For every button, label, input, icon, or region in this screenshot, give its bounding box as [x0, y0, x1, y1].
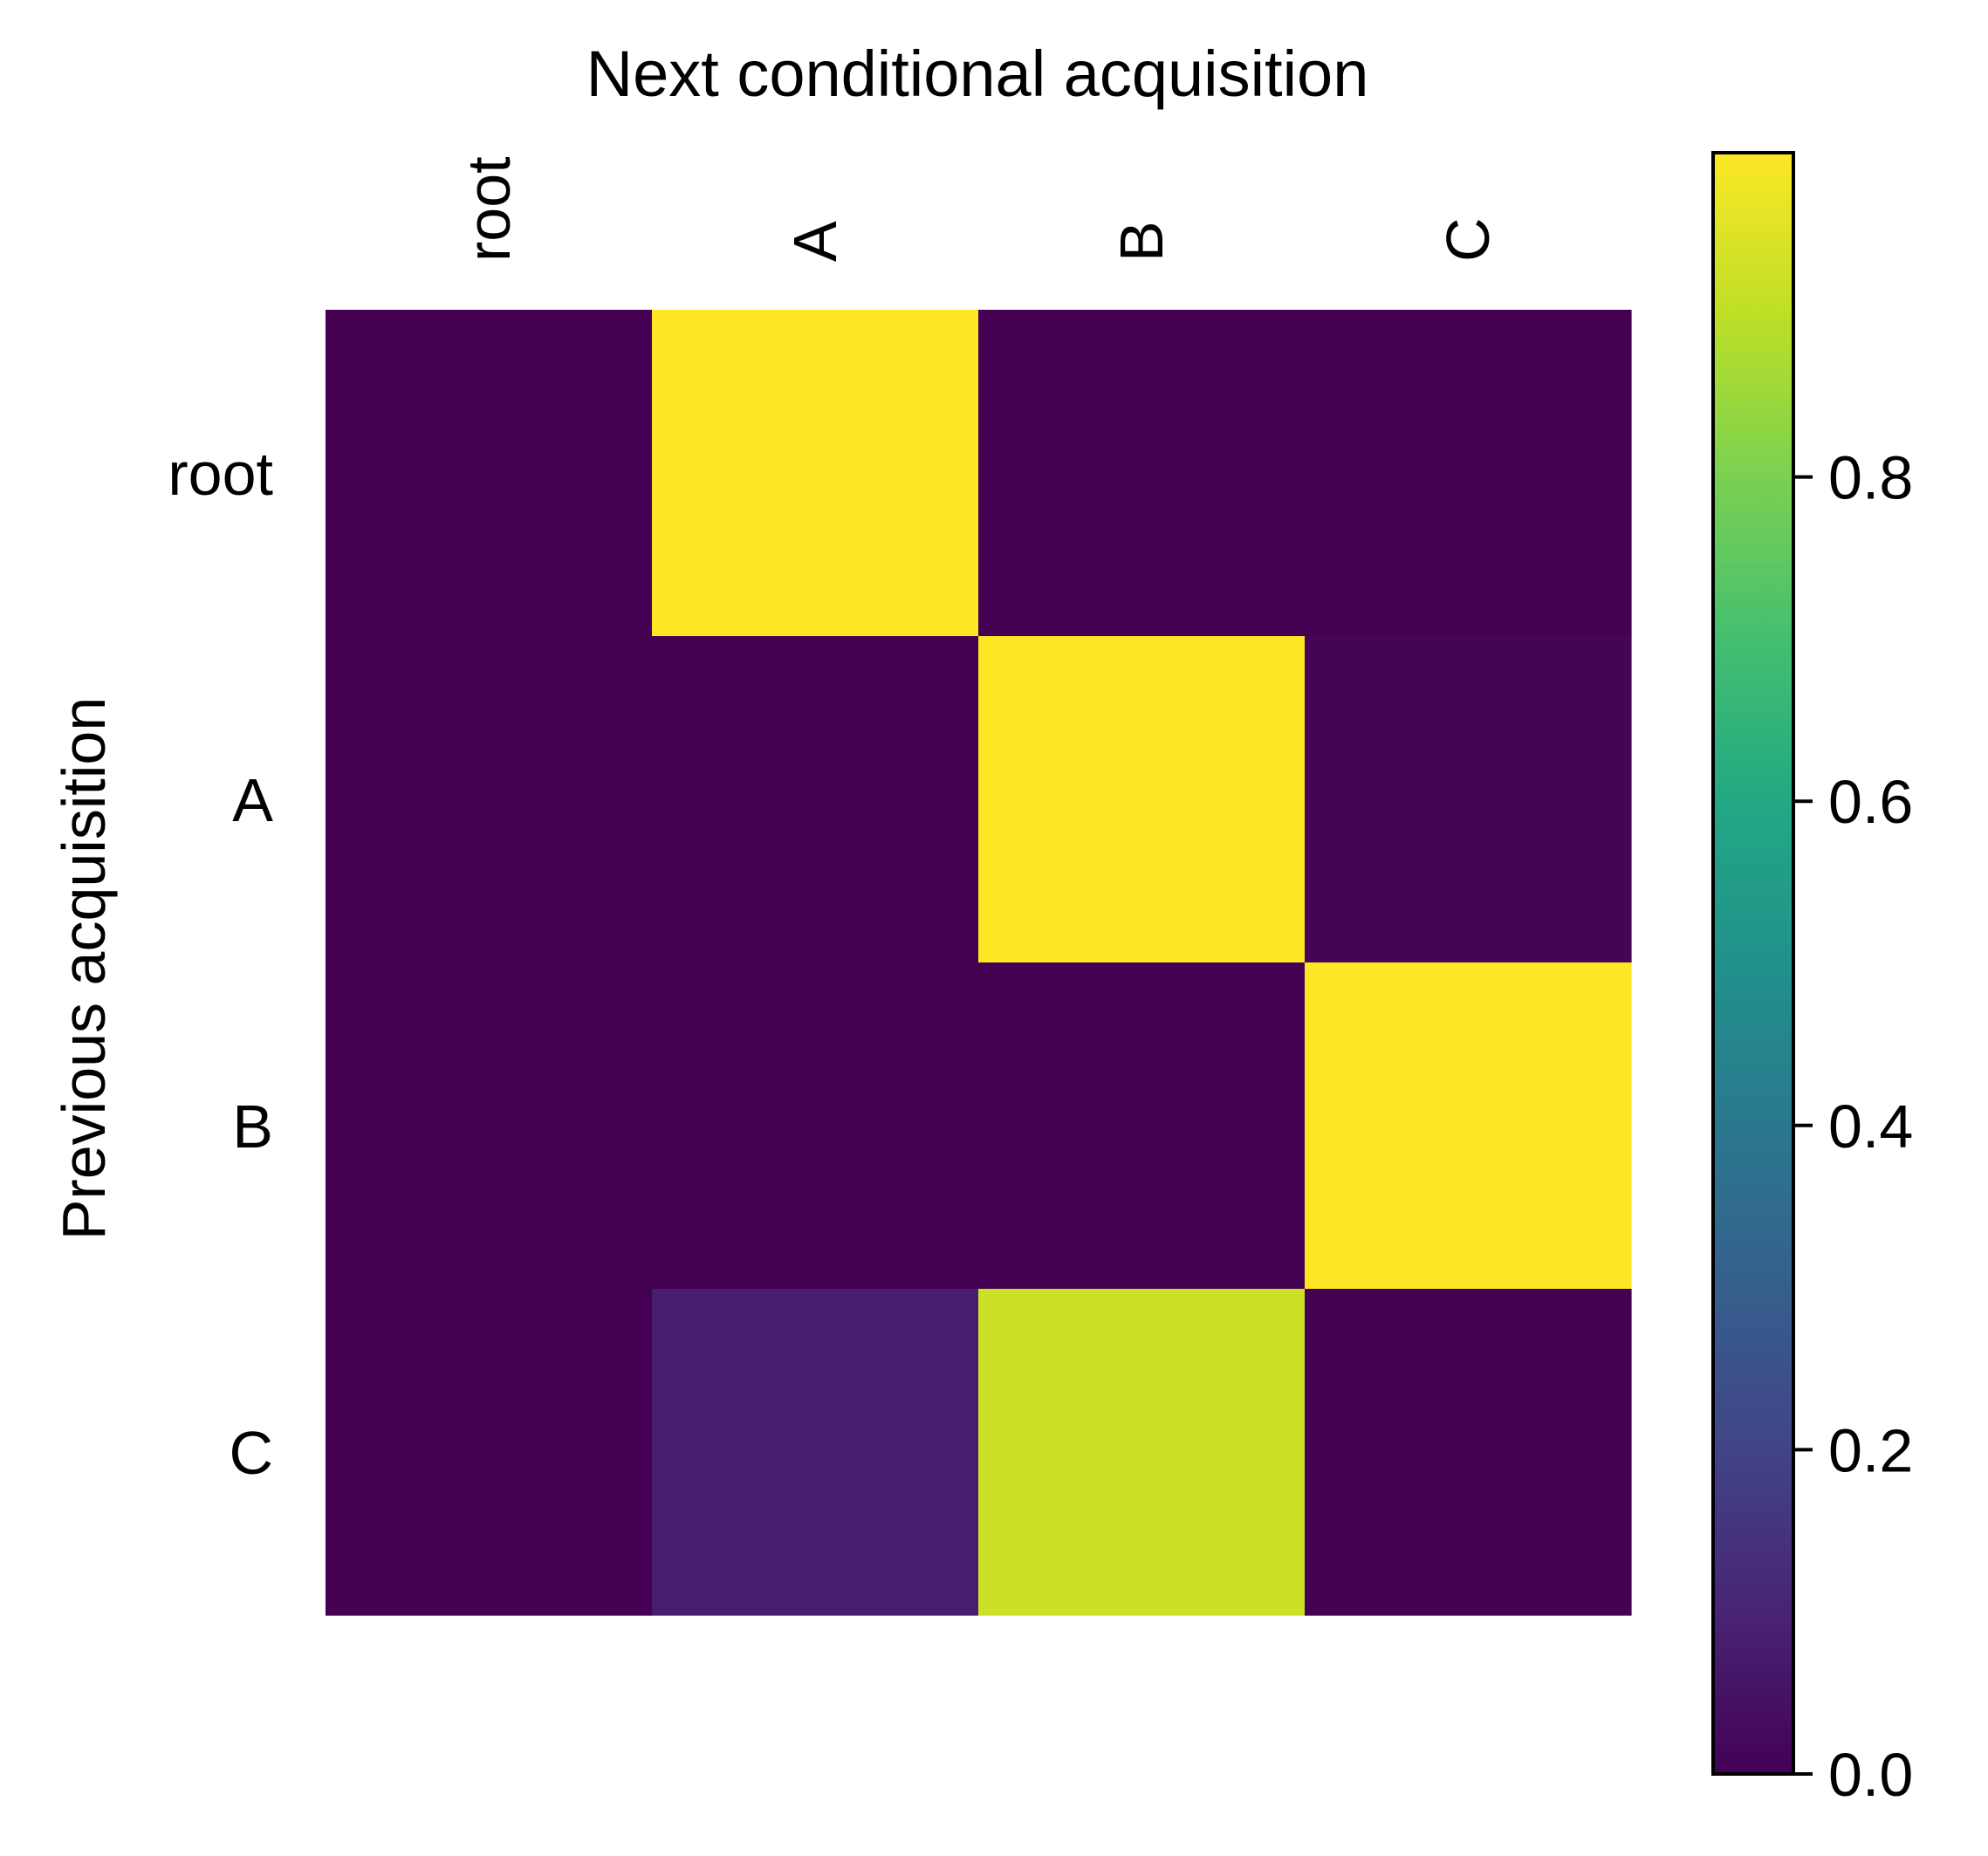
y-tick-label: B	[232, 1092, 273, 1161]
colorbar-tick-label: 0.8	[1828, 444, 1913, 512]
x-tick-label: A	[781, 221, 849, 262]
heatmap-cells	[326, 310, 1632, 1616]
colorbar-gradient	[1711, 151, 1795, 1776]
y-tick-label: C	[229, 1419, 273, 1487]
heatmap-cell-C-C	[1305, 1289, 1632, 1616]
colorbar: 0.0 0.2 0.4 0.6 0.8	[1711, 151, 1913, 1809]
y-tick-label: A	[232, 766, 273, 834]
heatmap-cell-C-root	[326, 1289, 653, 1616]
x-tick-labels: root A B C	[455, 156, 1502, 262]
y-tick-label: root	[168, 440, 273, 508]
x-tick-label: B	[1107, 221, 1176, 262]
colorbar-tick-label: 0.6	[1828, 768, 1913, 836]
x-tick-label: root	[455, 156, 523, 262]
colorbar-tick-label: 0.2	[1828, 1416, 1913, 1484]
colorbar-tick-label: 0.4	[1828, 1092, 1913, 1161]
heatmap-cell-B-A	[652, 962, 979, 1290]
heatmap-cell-A-A	[652, 636, 979, 963]
heatmap-cell-root-root	[326, 310, 653, 637]
heatmap-cell-A-C	[1305, 636, 1632, 963]
x-tick-label: C	[1434, 217, 1502, 262]
y-tick-labels: root A B C	[168, 440, 273, 1487]
heatmap-cell-B-C	[1305, 962, 1632, 1290]
heatmap-cell-root-C	[1305, 310, 1632, 637]
colorbar-tick-label: 0.0	[1828, 1741, 1913, 1809]
heatmap-cell-B-B	[978, 962, 1306, 1290]
heatmap-cell-A-B	[978, 636, 1306, 963]
heatmap-cell-B-root	[326, 962, 653, 1290]
heatmap-cell-root-B	[978, 310, 1306, 637]
heatmap-cell-C-B	[978, 1289, 1306, 1616]
colorbar-ticks: 0.0 0.2 0.4 0.6 0.8	[1793, 444, 1913, 1809]
heatmap-cell-root-A	[652, 310, 979, 637]
heatmap-cell-C-A	[652, 1289, 979, 1616]
y-axis-label: Previous acquisition	[50, 697, 118, 1241]
heatmap-cell-A-root	[326, 636, 653, 963]
chart-title: Next conditional acquisition	[586, 38, 1369, 110]
